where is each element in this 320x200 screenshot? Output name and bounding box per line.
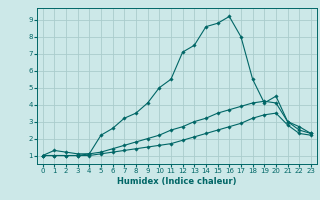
X-axis label: Humidex (Indice chaleur): Humidex (Indice chaleur) bbox=[117, 177, 236, 186]
